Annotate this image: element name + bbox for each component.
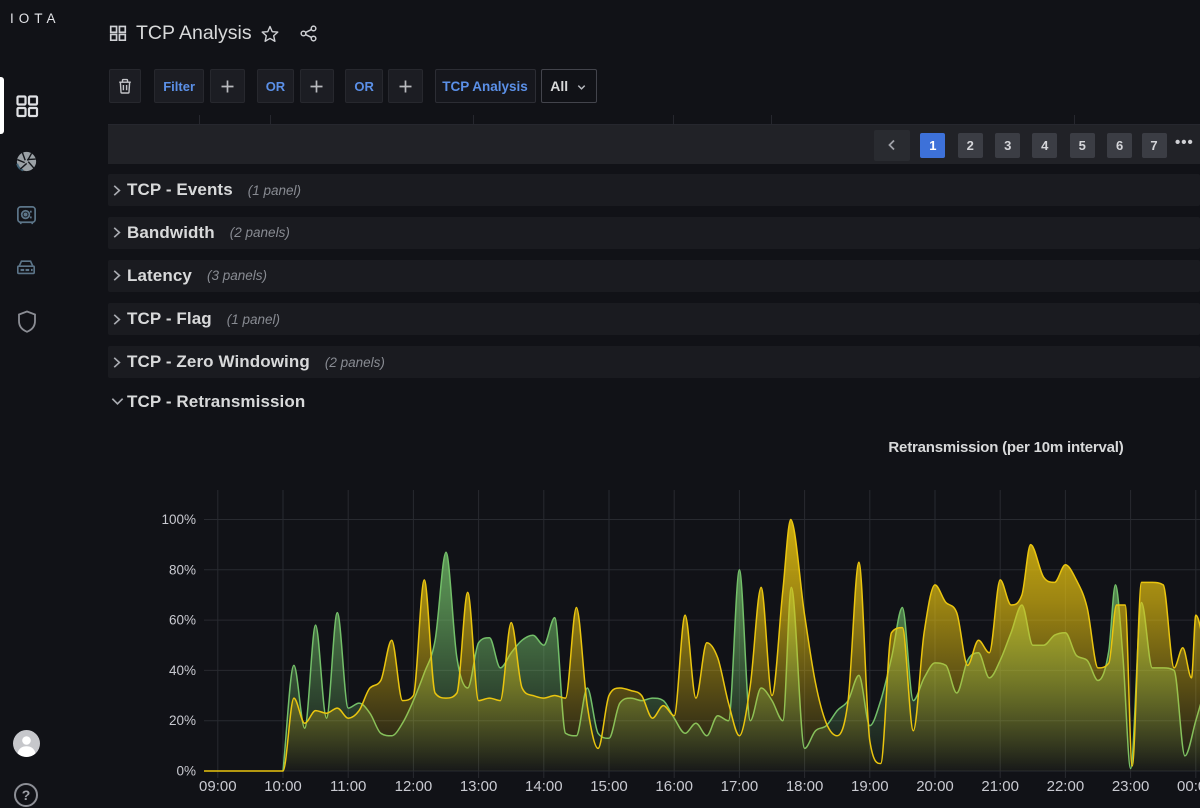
svg-text:16:00: 16:00 — [655, 778, 693, 795]
svg-text:21:00: 21:00 — [981, 778, 1019, 795]
svg-text:60%: 60% — [169, 613, 196, 628]
svg-text:0%: 0% — [176, 764, 196, 779]
svg-text:20:00: 20:00 — [916, 778, 954, 795]
svg-text:09:00: 09:00 — [199, 778, 237, 795]
svg-text:00:00: 00:00 — [1177, 778, 1200, 795]
svg-text:80%: 80% — [169, 562, 196, 577]
svg-text:100%: 100% — [161, 512, 196, 527]
svg-text:12:00: 12:00 — [395, 778, 433, 795]
svg-text:18:00: 18:00 — [786, 778, 824, 795]
svg-text:10:00: 10:00 — [264, 778, 302, 795]
svg-text:17:00: 17:00 — [721, 778, 759, 795]
svg-text:11:00: 11:00 — [330, 778, 366, 795]
svg-text:22:00: 22:00 — [1047, 778, 1085, 795]
svg-text:23:00: 23:00 — [1112, 778, 1150, 795]
svg-text:20%: 20% — [169, 713, 196, 728]
svg-text:19:00: 19:00 — [851, 778, 889, 795]
svg-text:14:00: 14:00 — [525, 778, 563, 795]
svg-text:40%: 40% — [169, 663, 196, 678]
svg-text:13:00: 13:00 — [460, 778, 498, 795]
svg-text:15:00: 15:00 — [590, 778, 628, 795]
